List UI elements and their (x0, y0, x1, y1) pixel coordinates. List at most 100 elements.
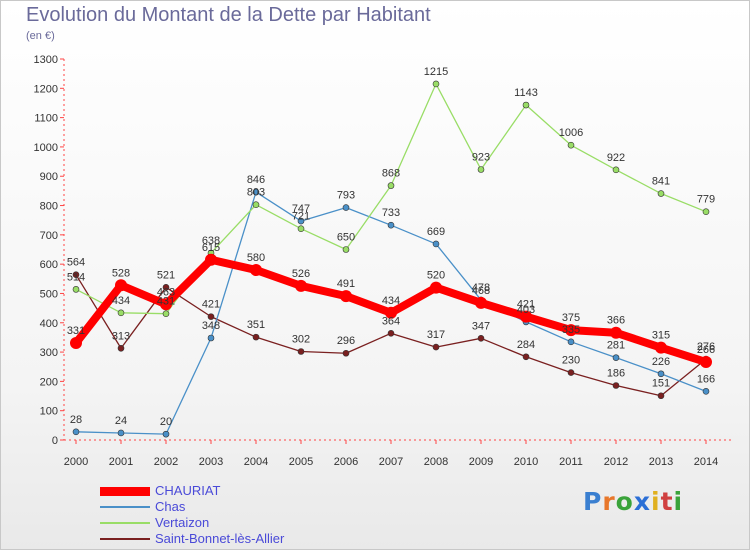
data-point (567, 338, 575, 346)
data-label: 266 (697, 344, 715, 356)
data-label: 923 (472, 151, 490, 163)
data-label: 403 (517, 304, 535, 316)
legend-label: CHAURIAT (155, 483, 221, 498)
data-label: 28 (70, 414, 82, 426)
data-point (567, 141, 575, 149)
x-tick-label: 2002 (154, 456, 178, 468)
data-label: 230 (562, 355, 580, 367)
data-label: 331 (67, 325, 85, 337)
data-label: 186 (607, 367, 625, 379)
data-point (702, 208, 710, 215)
data-point (522, 101, 530, 109)
data-point (612, 354, 620, 361)
data-label: 20 (160, 416, 172, 428)
y-tick-label: 1100 (34, 113, 58, 125)
x-tick-label: 2010 (514, 456, 538, 468)
data-label: 779 (697, 194, 715, 206)
data-point (567, 369, 575, 376)
data-label: 520 (427, 270, 445, 282)
data-point (297, 348, 305, 355)
y-tick-label: 300 (40, 347, 58, 359)
data-label: 226 (652, 356, 670, 368)
y-tick-label: 500 (40, 288, 58, 300)
chart-title: Evolution du Montant de la Dette par Hab… (26, 4, 431, 26)
x-tick-label: 2001 (109, 456, 133, 468)
data-label: 315 (652, 330, 670, 342)
data-label: 434 (112, 295, 130, 307)
data-label: 347 (472, 320, 490, 332)
data-point (252, 333, 260, 341)
data-point (72, 271, 80, 279)
data-point (612, 382, 620, 389)
y-tick-label: 0 (52, 435, 58, 447)
x-tick-label: 2008 (424, 456, 448, 468)
data-point (117, 429, 125, 437)
legend-swatch (100, 499, 150, 515)
data-label: 351 (247, 319, 265, 331)
data-label: 317 (427, 329, 445, 341)
x-tick-label: 2003 (199, 456, 223, 468)
x-tick-label: 2005 (289, 456, 313, 468)
data-label: 1215 (424, 66, 448, 78)
data-point (207, 334, 215, 342)
data-point (475, 296, 487, 309)
data-point (162, 284, 170, 291)
data-label: 491 (337, 278, 355, 290)
data-point (610, 326, 622, 339)
data-point (432, 343, 440, 351)
y-tick-label: 900 (40, 171, 58, 183)
data-point (340, 290, 352, 303)
data-point (162, 430, 170, 438)
y-tick-label: 1200 (34, 83, 58, 95)
data-point (700, 356, 712, 369)
data-point (342, 349, 350, 357)
data-label: 431 (157, 296, 175, 308)
data-label: 302 (292, 333, 310, 345)
data-label: 650 (337, 232, 355, 244)
data-label: 721 (292, 211, 310, 223)
data-label: 793 (337, 190, 355, 202)
data-label: 421 (202, 299, 220, 311)
data-label: 434 (382, 295, 400, 307)
legend-label: Chas (155, 499, 186, 514)
data-point (385, 306, 397, 319)
data-label: 747 (292, 203, 310, 215)
data-label: 564 (67, 257, 85, 269)
legend-label: Vertaizon (155, 515, 210, 530)
data-point (207, 313, 215, 320)
data-point (342, 204, 350, 211)
y-tick-label: 700 (40, 230, 58, 242)
legend-swatch (100, 515, 150, 531)
data-point (162, 310, 170, 317)
data-point (657, 190, 665, 197)
data-label: 526 (292, 268, 310, 280)
data-label: 528 (112, 267, 130, 279)
data-label: 615 (202, 242, 220, 254)
data-point (115, 279, 127, 292)
data-point (70, 336, 82, 349)
data-label: 421 (517, 299, 535, 311)
data-label: 1006 (559, 127, 583, 139)
data-label: 669 (427, 226, 445, 238)
data-point (387, 221, 395, 229)
x-tick-label: 2012 (604, 456, 628, 468)
data-point (657, 392, 665, 400)
data-label: 24 (115, 415, 127, 427)
x-tick-label: 2013 (649, 456, 673, 468)
data-point (432, 240, 440, 248)
legend-label: Saint-Bonnet-lès-Allier (155, 531, 285, 546)
data-point (612, 166, 620, 174)
data-point (252, 188, 260, 196)
data-label: 514 (67, 271, 85, 283)
data-label: 276 (697, 341, 715, 353)
x-tick-label: 2011 (559, 456, 583, 468)
data-label: 868 (382, 168, 400, 180)
data-label: 841 (652, 176, 670, 188)
data-label: 846 (247, 174, 265, 186)
data-point (117, 309, 125, 317)
data-label: 521 (157, 269, 175, 281)
y-tick-label: 1300 (34, 54, 58, 66)
x-tick-label: 2004 (244, 456, 268, 468)
data-label: 1143 (514, 87, 538, 99)
